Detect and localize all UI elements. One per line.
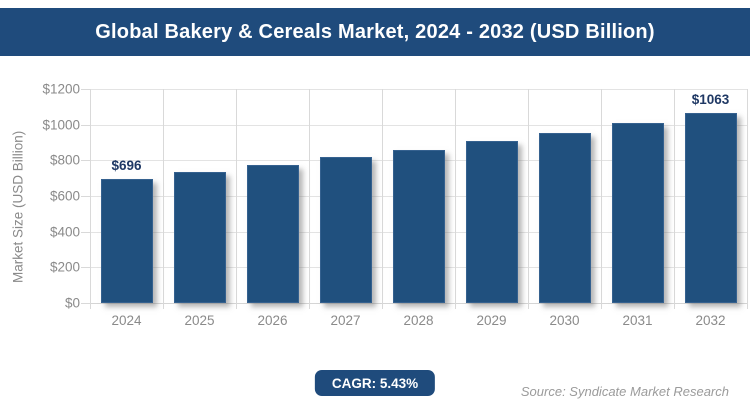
chart-title-banner: Global Bakery & Cereals Market, 2024 - 2… <box>0 8 750 56</box>
y-axis-tick <box>81 89 90 90</box>
y-axis-tick-label: $1000 <box>42 117 80 133</box>
y-axis-tick <box>81 124 90 126</box>
vertical-gridline <box>236 89 237 303</box>
y-axis-tick <box>81 231 90 233</box>
bar-2027 <box>319 157 372 303</box>
bar-value-label: $1063 <box>691 92 730 108</box>
bar-2030 <box>538 132 591 303</box>
vertical-gridline <box>163 89 164 303</box>
y-axis-tick <box>81 160 90 162</box>
bar-2029 <box>465 141 518 303</box>
vertical-gridline <box>309 89 310 303</box>
bar-value-label: $696 <box>111 157 142 173</box>
plot-area: $1200 $1000 $800 $600 $400 $200 $0 $696 2024 2025… <box>42 82 748 328</box>
chart-title: Global Bakery & Cereals Market, 2024 - 2… <box>95 20 655 43</box>
horizontal-gridline <box>90 303 747 304</box>
x-axis-tick-label: 2026 <box>257 313 288 328</box>
x-axis-tick <box>382 303 383 309</box>
x-axis-tick <box>309 303 310 309</box>
vertical-gridline <box>382 89 383 303</box>
x-axis-tick <box>90 303 91 309</box>
y-axis-tick-label: $200 <box>49 259 80 275</box>
horizontal-gridline <box>90 124 747 126</box>
y-axis-tick-label: $400 <box>49 224 80 240</box>
bar-2024 <box>100 178 153 303</box>
x-axis-tick-label: 2028 <box>403 313 434 328</box>
bar-2032 <box>684 113 737 303</box>
vertical-gridline <box>747 89 748 303</box>
x-axis-tick <box>674 303 675 309</box>
bar-2026 <box>246 164 299 303</box>
vertical-gridline <box>674 89 675 303</box>
vertical-gridline <box>601 89 602 303</box>
x-axis-tick <box>236 303 237 309</box>
horizontal-gridline <box>90 89 747 90</box>
x-axis-tick-label: 2025 <box>184 313 215 328</box>
y-axis-tick-label: $1200 <box>42 81 80 97</box>
x-axis-tick <box>455 303 456 309</box>
y-axis-tick <box>81 303 90 304</box>
y-axis-tick-label: $600 <box>49 188 80 204</box>
bar-2025 <box>173 172 226 303</box>
x-axis-tick-label: 2029 <box>476 313 507 328</box>
y-axis-tick <box>81 196 90 197</box>
x-axis-tick-label: 2031 <box>622 313 653 328</box>
x-axis-tick <box>163 303 164 309</box>
x-axis-tick-label: 2024 <box>111 313 142 328</box>
x-axis-tick <box>747 303 748 309</box>
y-axis-tick-label: $0 <box>64 295 80 311</box>
source-attribution: Source: Syndicate Market Research <box>520 384 729 399</box>
x-axis-tick <box>601 303 602 309</box>
y-axis-tick-label: $800 <box>49 152 80 168</box>
vertical-gridline <box>90 89 91 303</box>
y-axis-tick <box>81 267 90 269</box>
x-axis-tick-label: 2032 <box>695 313 726 328</box>
x-axis-tick <box>528 303 529 309</box>
vertical-gridline <box>455 89 456 303</box>
x-axis-tick-label: 2027 <box>330 313 361 328</box>
bar-2028 <box>392 149 445 303</box>
bar-2031 <box>611 123 664 303</box>
cagr-badge: CAGR: 5.43% <box>314 370 436 396</box>
x-axis-tick-label: 2030 <box>549 313 580 328</box>
vertical-gridline <box>528 89 529 303</box>
